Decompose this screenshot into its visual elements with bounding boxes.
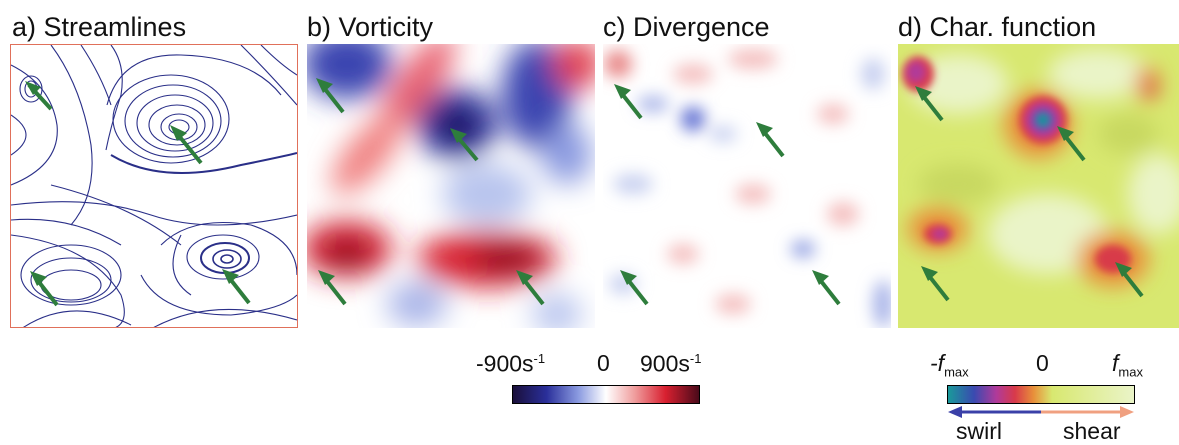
panel-b-arrows bbox=[316, 78, 545, 306]
shear-label: shear bbox=[1063, 418, 1121, 444]
char-function-panel bbox=[898, 44, 1179, 328]
panel-a-arrows bbox=[25, 81, 251, 307]
vorticity-colorbar bbox=[512, 385, 700, 404]
char-min-label: -fmax bbox=[930, 350, 969, 380]
char-colorbar bbox=[947, 385, 1135, 404]
panel-c-title: c) Divergence bbox=[603, 12, 770, 42]
shear-arrowhead bbox=[1120, 406, 1134, 418]
vorticity-field bbox=[307, 44, 595, 328]
vorticity-max-label: 900s-1 bbox=[640, 350, 702, 377]
char-function-field bbox=[898, 44, 1179, 328]
swirl-label: swirl bbox=[956, 418, 1002, 444]
panel-d-arrows bbox=[915, 86, 1144, 302]
char-max-label: fmax bbox=[1112, 350, 1143, 380]
panel-d-title: d) Char. function bbox=[898, 12, 1097, 42]
panel-a-title: a) Streamlines bbox=[12, 12, 187, 42]
panel-b-title: b) Vorticity bbox=[307, 12, 434, 42]
streamlines-panel bbox=[10, 44, 298, 328]
panel-c-arrows bbox=[614, 84, 841, 306]
char-mid-label: 0 bbox=[1036, 350, 1049, 376]
vorticity-mid-label: 0 bbox=[597, 350, 610, 376]
swirl-arrowhead bbox=[948, 406, 962, 418]
swirl-shear-arrows bbox=[948, 406, 1134, 418]
streamlines-plot bbox=[11, 45, 297, 327]
vorticity-min-label: -900s-1 bbox=[476, 350, 546, 377]
divergence-panel bbox=[603, 44, 891, 328]
divergence-field bbox=[603, 44, 891, 328]
vorticity-panel bbox=[307, 44, 595, 328]
